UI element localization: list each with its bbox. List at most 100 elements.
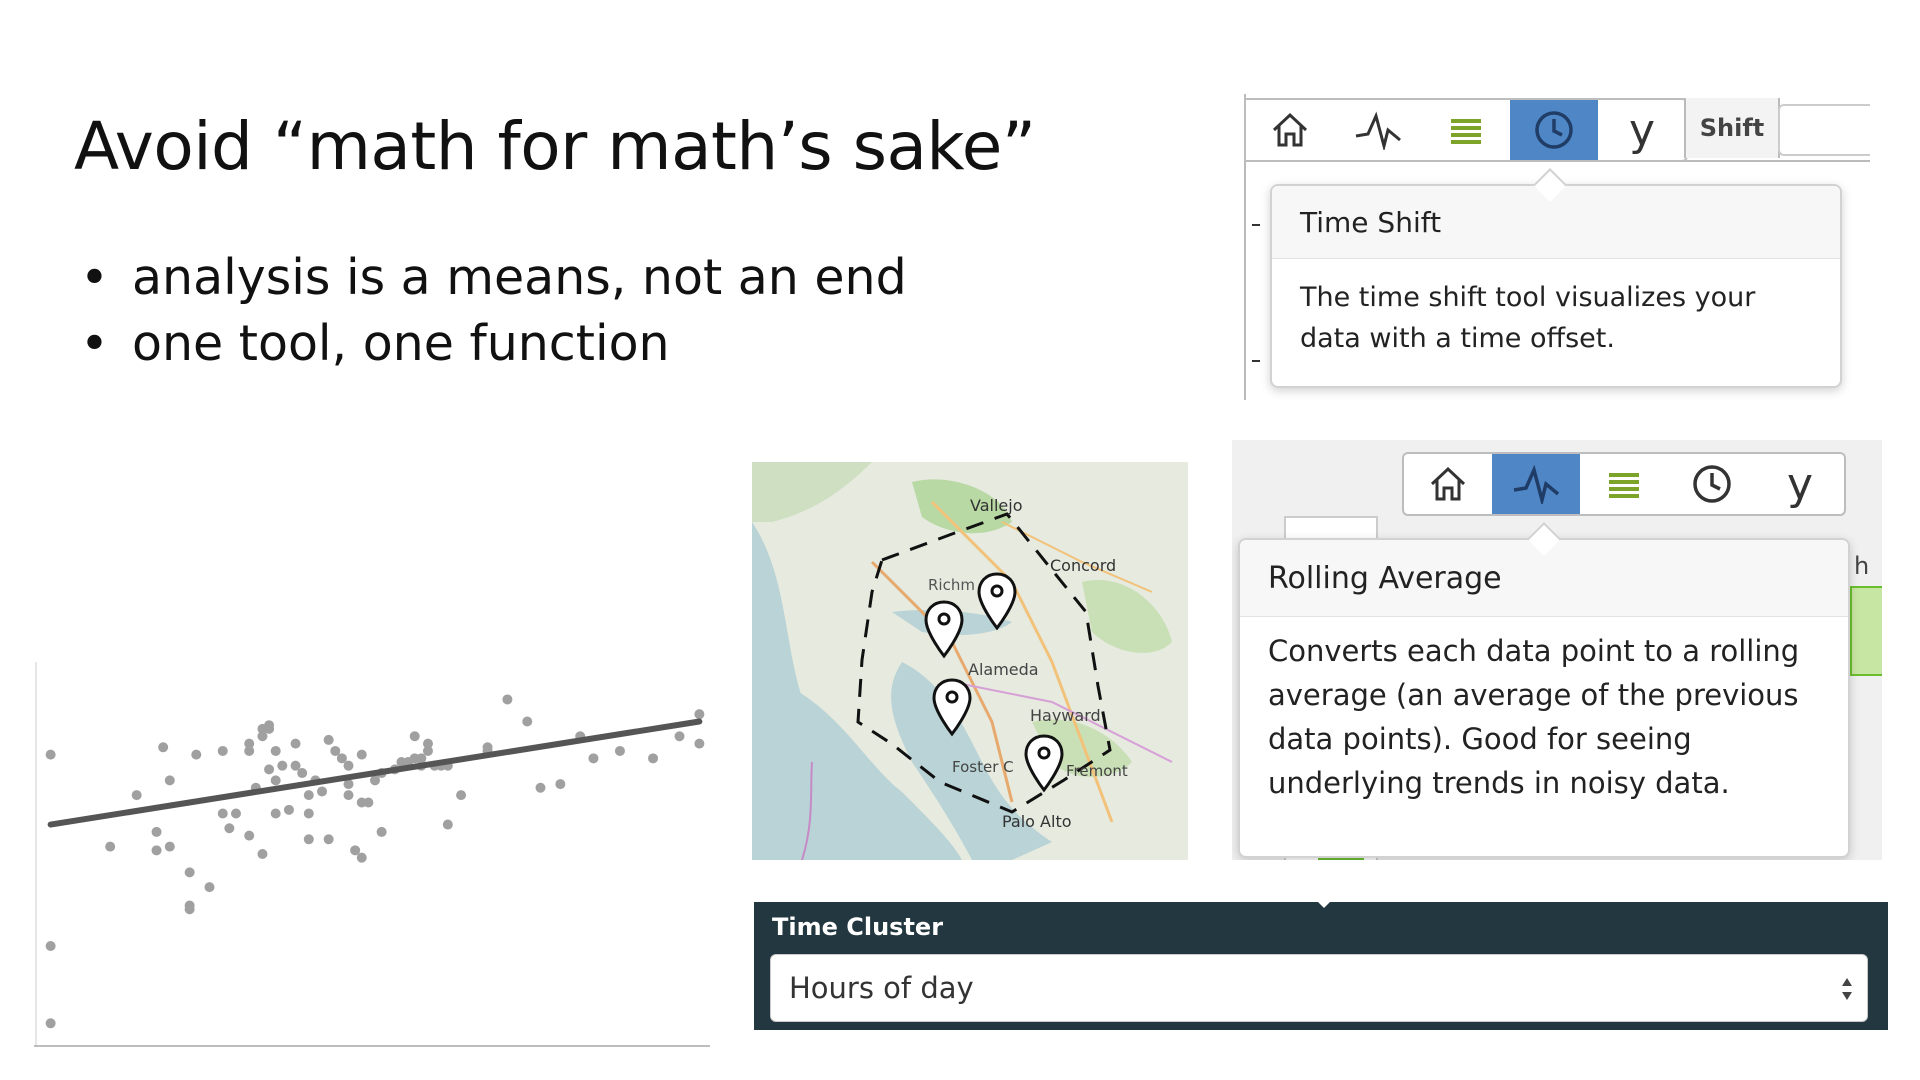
map-marker-icon[interactable] xyxy=(924,600,964,660)
rolling-average-icon xyxy=(1355,111,1401,150)
scatter-point xyxy=(422,745,433,756)
scatter-point xyxy=(535,782,546,793)
partial-label: h xyxy=(1854,552,1870,580)
scatter-point xyxy=(131,790,142,801)
map-marker-icon[interactable] xyxy=(1024,734,1064,794)
scatter-point xyxy=(694,709,705,720)
scatter-point xyxy=(456,790,467,801)
scatter-point xyxy=(303,808,314,819)
slide-title: Avoid “math for math’s sake” xyxy=(74,108,1036,185)
y-axis-icon: y xyxy=(1628,104,1656,156)
time-shift-tooltip: Time Shift The time shift tool visualize… xyxy=(1270,168,1842,388)
scatter-point xyxy=(363,797,374,808)
bullet-item: analysis is a means, not an end xyxy=(80,245,907,311)
tooltip-title: Time Shift xyxy=(1272,186,1840,259)
map-label: Richm xyxy=(928,576,975,594)
map-label: Foster C xyxy=(952,758,1014,776)
time-shift-button[interactable] xyxy=(1510,100,1598,160)
trend-line xyxy=(47,718,703,828)
scatter-point xyxy=(164,841,175,852)
rolling-average-panel: h y R xyxy=(1232,440,1882,860)
home-icon xyxy=(1272,112,1308,147)
scatter-point xyxy=(257,731,268,742)
scatter-point xyxy=(323,734,334,745)
scatter-point xyxy=(270,775,281,786)
scatter-chart xyxy=(34,662,710,1047)
scatter-point xyxy=(376,826,387,837)
map-view[interactable]: Vallejo Concord Richm Alameda Hayward Fo… xyxy=(752,462,1188,860)
rolling-average-tooltip: Rolling Average Converts each data point… xyxy=(1238,522,1850,858)
scatter-point xyxy=(303,834,314,845)
scatter-point xyxy=(45,749,56,760)
scatter-point xyxy=(270,808,281,819)
scatter-point xyxy=(336,753,347,764)
scatter-point xyxy=(151,826,162,837)
time-shift-button[interactable] xyxy=(1668,454,1756,514)
scatter-point xyxy=(224,823,235,834)
scatter-point xyxy=(264,764,275,775)
scatter-point xyxy=(151,845,162,856)
clock-icon xyxy=(1535,111,1573,149)
scatter-point xyxy=(323,834,334,845)
time-cluster-select[interactable]: Hours of day xyxy=(770,954,1868,1022)
home-button[interactable] xyxy=(1404,454,1492,514)
scatter-point xyxy=(244,738,255,749)
scatter-point xyxy=(674,731,685,742)
scatter-point xyxy=(230,808,241,819)
shift-label: Shift xyxy=(1684,98,1780,158)
list-button[interactable] xyxy=(1580,454,1668,514)
scatter-point xyxy=(257,849,268,859)
scatter-point xyxy=(45,941,56,951)
scatter-point xyxy=(45,1018,56,1029)
y-axis-button[interactable]: y xyxy=(1598,100,1686,160)
scatter-point xyxy=(270,745,281,756)
rolling-average-button[interactable] xyxy=(1492,454,1580,514)
scatter-point xyxy=(416,753,427,764)
scatter-point xyxy=(164,775,175,786)
scatter-point xyxy=(283,804,294,815)
scatter-point xyxy=(303,790,314,801)
scatter-point xyxy=(317,786,328,797)
scatter-point xyxy=(244,830,255,841)
rolling-average-button[interactable] xyxy=(1334,100,1422,160)
scatter-point xyxy=(409,731,420,742)
scatter-point xyxy=(297,768,308,779)
map-marker-icon[interactable] xyxy=(977,572,1017,632)
scatter-point xyxy=(184,867,195,878)
scatter-point xyxy=(158,742,169,753)
list-icon xyxy=(1451,119,1481,144)
shift-input[interactable] xyxy=(1778,104,1870,156)
time-shift-toolbar: y xyxy=(1244,98,1688,162)
y-axis-button[interactable]: y xyxy=(1756,454,1844,514)
scatter-point xyxy=(350,845,361,856)
scatter-point xyxy=(343,760,354,771)
scatter-point xyxy=(356,852,367,863)
scatter-point xyxy=(330,745,341,756)
scatter-point xyxy=(370,775,380,786)
rolling-average-toolbar: y xyxy=(1402,452,1846,516)
map-label: Fremont xyxy=(1066,762,1128,780)
home-icon xyxy=(1430,466,1466,501)
time-shift-panel: y Shift Time Shift The time shift tool v… xyxy=(1244,94,1870,400)
home-button[interactable] xyxy=(1246,100,1334,160)
list-button[interactable] xyxy=(1422,100,1510,160)
selected-value: Hours of day xyxy=(789,971,974,1005)
time-cluster-panel: Time Cluster Hours of day xyxy=(754,900,1888,1030)
scatter-point xyxy=(290,760,301,771)
scatter-point xyxy=(502,694,513,705)
map-label: Palo Alto xyxy=(1002,812,1072,831)
scatter-point xyxy=(290,738,301,749)
map-marker-icon[interactable] xyxy=(932,678,972,738)
scatter-point xyxy=(343,790,354,801)
scatter-point xyxy=(555,779,566,790)
scatter-point xyxy=(277,760,288,771)
bullet-item: one tool, one function xyxy=(80,311,907,377)
scatter-point xyxy=(343,779,354,790)
bullet-list: analysis is a means, not an end one tool… xyxy=(80,245,907,377)
map-canvas xyxy=(752,462,1188,860)
scatter-point xyxy=(264,723,275,734)
tooltip-body: The time shift tool visualizes your data… xyxy=(1300,282,1756,354)
scatter-point xyxy=(694,738,705,749)
scatter-point xyxy=(244,745,255,756)
scatter-point xyxy=(105,841,116,852)
